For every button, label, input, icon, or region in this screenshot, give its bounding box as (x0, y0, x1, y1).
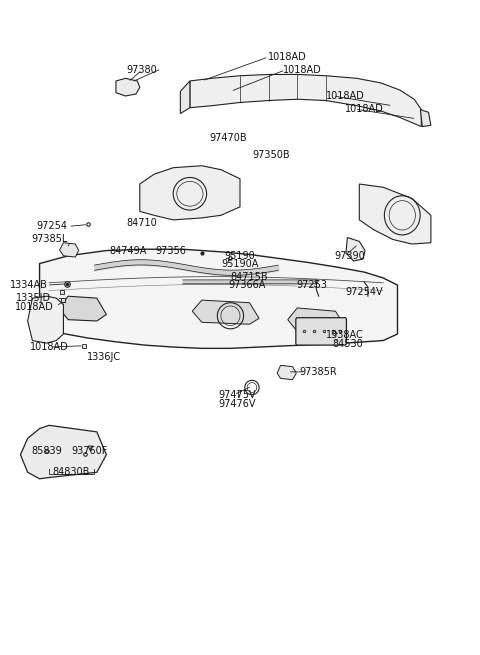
Text: 1335JD: 1335JD (16, 293, 51, 303)
Text: 93760F: 93760F (72, 447, 108, 457)
FancyBboxPatch shape (296, 318, 347, 345)
Polygon shape (28, 296, 63, 343)
Text: 84530: 84530 (332, 339, 363, 349)
Polygon shape (21, 425, 107, 479)
Text: 97470B: 97470B (209, 134, 247, 143)
Text: 97475V: 97475V (219, 390, 256, 400)
Text: 95190: 95190 (225, 251, 255, 261)
Polygon shape (180, 81, 190, 113)
Polygon shape (39, 250, 397, 348)
Text: 97254V: 97254V (345, 287, 383, 297)
Text: 97350B: 97350B (252, 149, 290, 160)
Text: 84715B: 84715B (231, 272, 268, 282)
Text: 1018AD: 1018AD (30, 342, 69, 352)
Polygon shape (60, 243, 79, 257)
Polygon shape (346, 238, 365, 261)
Polygon shape (59, 296, 107, 321)
Text: 84749A: 84749A (109, 246, 146, 255)
Text: 97356: 97356 (156, 246, 186, 255)
Polygon shape (192, 300, 259, 324)
Text: 97253: 97253 (296, 280, 327, 290)
Text: 1336JC: 1336JC (87, 352, 121, 362)
Polygon shape (190, 75, 421, 126)
Polygon shape (140, 166, 240, 220)
Text: 84830B: 84830B (52, 467, 89, 477)
Text: 97380: 97380 (127, 65, 157, 75)
Text: 1018AD: 1018AD (345, 104, 384, 114)
Text: 97254: 97254 (36, 221, 67, 231)
Polygon shape (360, 184, 431, 244)
Polygon shape (288, 308, 345, 333)
Text: 1334AB: 1334AB (10, 280, 48, 290)
Text: 1018AD: 1018AD (283, 65, 322, 75)
Text: 85839: 85839 (31, 447, 62, 457)
Text: 1018AD: 1018AD (268, 52, 307, 62)
Text: 97366A: 97366A (228, 280, 266, 290)
Text: 1018AD: 1018AD (325, 91, 364, 101)
Text: 84710: 84710 (127, 218, 157, 228)
Text: 97476V: 97476V (219, 399, 256, 409)
Text: 95190A: 95190A (221, 259, 259, 269)
Polygon shape (116, 79, 140, 96)
Text: 1338AC: 1338AC (326, 330, 364, 341)
Text: 97385L: 97385L (31, 234, 67, 244)
Text: 1018AD: 1018AD (14, 302, 53, 312)
Text: 97385R: 97385R (300, 367, 337, 377)
Polygon shape (420, 109, 431, 126)
Text: 97390: 97390 (335, 251, 365, 261)
Polygon shape (277, 365, 296, 380)
